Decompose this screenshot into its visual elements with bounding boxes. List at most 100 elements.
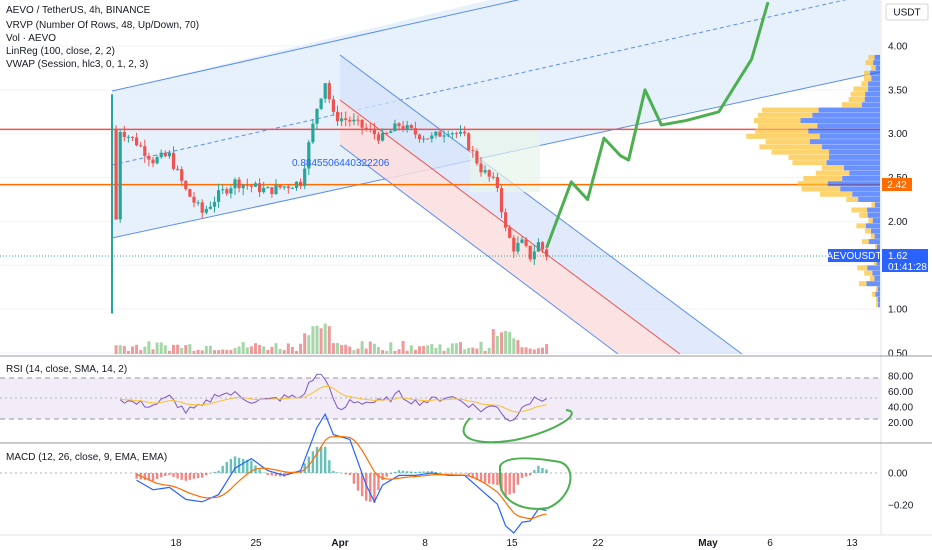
volume-bars xyxy=(114,323,549,354)
indicator-vrvp[interactable]: VRVP (Number Of Rows, 48, Up/Down, 70) xyxy=(6,20,199,31)
candle-body xyxy=(315,108,319,124)
macd-hist-bar xyxy=(520,473,524,479)
candle-body xyxy=(446,134,450,136)
volume-bar xyxy=(196,349,200,354)
volume-bar xyxy=(274,343,278,354)
time-tick-label: 22 xyxy=(592,538,604,549)
indicator-vwap[interactable]: VWAP (Session, hlc3, 0, 1, 2, 3) xyxy=(6,59,148,70)
candle-body xyxy=(208,206,212,209)
macd-hist-bar xyxy=(512,473,515,494)
volume-bar xyxy=(536,348,540,354)
candle-body xyxy=(270,187,274,195)
vrvp-row-up xyxy=(874,54,880,60)
macd-hist-bar xyxy=(348,473,351,475)
vrvp-row-up xyxy=(872,218,880,224)
vrvp-row-up xyxy=(867,212,880,218)
macd-annotation-circle[interactable] xyxy=(499,457,572,510)
candle-body xyxy=(520,239,524,243)
rsi-title[interactable]: RSI (14, close, SMA, 14, 2) xyxy=(6,364,127,375)
candle-body xyxy=(344,118,348,120)
macd-hist-bar xyxy=(180,473,183,480)
volume-bar xyxy=(319,328,323,354)
macd-hist-bar xyxy=(262,472,265,473)
price-tick-label: 0.50 xyxy=(888,349,908,360)
volume-bar xyxy=(479,341,483,354)
candles xyxy=(111,80,549,314)
macd-hist-bar xyxy=(426,471,429,473)
price-tick-label: 2.00 xyxy=(888,217,908,228)
vrvp-row-up xyxy=(877,296,880,302)
candle-body xyxy=(245,184,249,186)
candle-body xyxy=(176,168,180,170)
vrvp-row-up xyxy=(849,170,880,176)
macd-hist-bar xyxy=(352,473,356,484)
candle-body xyxy=(307,142,311,169)
indicator-vol[interactable]: Vol · AEVO xyxy=(6,33,56,44)
macd-hist-bar xyxy=(344,473,347,475)
vrvp-row-up xyxy=(867,265,880,271)
candle-body xyxy=(258,183,262,193)
vrvp-row-up xyxy=(876,260,880,266)
vrvp-row-up xyxy=(868,86,880,92)
indicator-linreg[interactable]: LinReg (100, close, 2, 2) xyxy=(6,46,115,57)
last-price-tag xyxy=(882,249,928,272)
volume-bar xyxy=(254,343,257,354)
candle-body xyxy=(274,185,278,195)
vrvp-row-down xyxy=(759,144,822,150)
volume-bar xyxy=(409,345,413,354)
volume-bar xyxy=(381,350,385,354)
volume-bar xyxy=(135,344,139,354)
macd-histogram xyxy=(135,446,548,503)
candle-body xyxy=(442,135,446,137)
macd-hist-bar xyxy=(311,451,315,473)
candle-body xyxy=(450,133,454,135)
volume-bar xyxy=(520,347,524,354)
volume-bar xyxy=(118,345,122,354)
linreg-upper-line xyxy=(111,0,520,92)
candle-body xyxy=(200,202,204,213)
candle-body xyxy=(540,242,545,250)
macd-title[interactable]: MACD (12, 26, close, 9, EMA, EMA) xyxy=(6,452,167,463)
vrvp-row-down xyxy=(868,54,875,60)
vrvp-row-down xyxy=(821,165,844,171)
macd-hist-bar xyxy=(541,467,544,473)
candle-body xyxy=(135,137,139,146)
volume-bar xyxy=(483,350,487,354)
vrvp-row-down xyxy=(858,281,867,287)
candle-body xyxy=(393,123,397,132)
vrvp-row-down xyxy=(815,170,850,176)
volume-bar xyxy=(491,329,495,354)
candle-body xyxy=(282,186,286,188)
volume-bar xyxy=(368,341,372,354)
vrvp-row-up xyxy=(821,144,880,150)
rsi-annotation-circle[interactable] xyxy=(462,409,573,444)
candle-body xyxy=(286,186,290,189)
vrvp-row-up xyxy=(871,75,880,81)
macd-hist-bar xyxy=(328,460,331,473)
candle-body xyxy=(434,131,438,136)
volume-bar xyxy=(315,325,319,354)
time-tick-label: 13 xyxy=(846,538,858,549)
candle-body xyxy=(262,187,266,193)
vrvp-row-down xyxy=(861,81,869,87)
candle-body xyxy=(327,83,331,100)
vrvp-row-up xyxy=(875,65,880,71)
macd-hist-bar xyxy=(340,473,343,474)
currency-button[interactable] xyxy=(885,3,929,21)
candle-body xyxy=(290,187,294,189)
macd-hist-bar xyxy=(147,473,151,481)
vrvp-row-down xyxy=(876,296,878,302)
candle-body xyxy=(229,188,233,194)
volume-bar xyxy=(500,332,503,354)
projection-drawing[interactable] xyxy=(545,1,770,249)
candle-body xyxy=(122,132,126,138)
candle-body xyxy=(151,159,155,164)
price-tick-label: 3.50 xyxy=(888,85,908,96)
time-axis[interactable]: 18 25 Apr 8 15 22 May 6 13 xyxy=(170,538,858,549)
rsi-line xyxy=(119,373,547,422)
volume-bar xyxy=(467,348,471,354)
time-tick-label: 8 xyxy=(422,538,428,549)
volume-bar xyxy=(290,347,294,354)
macd-hist-bar xyxy=(336,472,339,473)
volume-bar xyxy=(528,348,532,354)
